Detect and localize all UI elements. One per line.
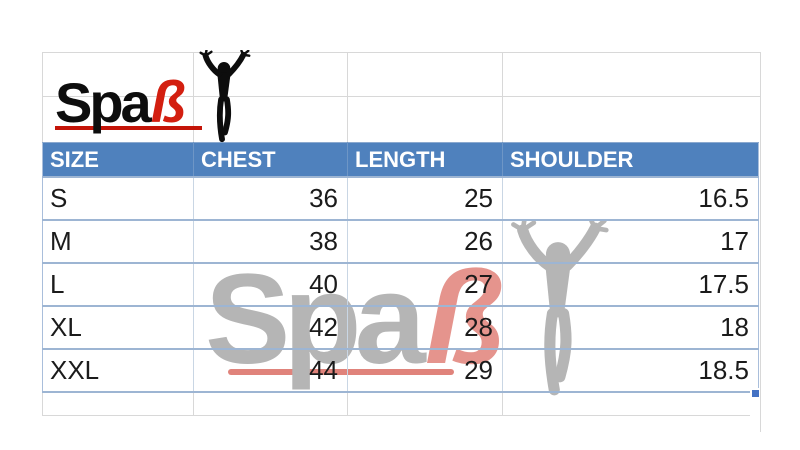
brand-logo: Spaß bbox=[55, 48, 265, 148]
cell-chest[interactable]: 42 bbox=[193, 306, 348, 350]
cell-chest[interactable]: 36 bbox=[193, 177, 348, 221]
cell-length[interactable]: 27 bbox=[347, 263, 503, 307]
logo-word-black: Spa bbox=[55, 71, 152, 134]
cell-size[interactable]: S bbox=[42, 177, 194, 221]
cell-length[interactable]: 28 bbox=[347, 306, 503, 350]
sheet-gridline bbox=[193, 52, 194, 142]
cell-size[interactable]: XL bbox=[42, 306, 194, 350]
cell-shoulder[interactable]: 16.5 bbox=[502, 177, 759, 221]
cell-size[interactable]: L bbox=[42, 263, 194, 307]
sheet-gridline bbox=[502, 52, 503, 142]
table-row: M 38 26 17 bbox=[42, 220, 759, 264]
cell-shoulder[interactable]: 18 bbox=[502, 306, 759, 350]
table-row: XXL 44 29 18.5 bbox=[42, 349, 759, 393]
cell-length[interactable]: 26 bbox=[347, 220, 503, 264]
cell-chest[interactable]: 38 bbox=[193, 220, 348, 264]
cell-size[interactable]: XXL bbox=[42, 349, 194, 393]
sheet-gridline bbox=[347, 393, 348, 415]
sheet-gridline bbox=[760, 52, 761, 432]
sheet-gridline bbox=[42, 393, 43, 415]
cell-length[interactable]: 25 bbox=[347, 177, 503, 221]
column-header-shoulder[interactable]: SHOULDER bbox=[502, 142, 759, 178]
sheet-gridline bbox=[42, 415, 750, 416]
cell-chest[interactable]: 44 bbox=[193, 349, 348, 393]
sheet-gridline bbox=[42, 96, 761, 97]
column-header-length[interactable]: LENGTH bbox=[347, 142, 503, 178]
logo-wordmark: Spaß bbox=[55, 71, 186, 134]
sheet-gridline bbox=[502, 393, 503, 415]
size-chart-table: SIZE CHEST LENGTH SHOULDER S 36 25 16.5 … bbox=[42, 142, 759, 393]
logo-word-red: ß bbox=[150, 70, 186, 135]
sheet-gridline bbox=[347, 52, 348, 142]
fill-handle[interactable] bbox=[750, 388, 759, 397]
cell-chest[interactable]: 40 bbox=[193, 263, 348, 307]
sheet-gridline bbox=[193, 393, 194, 415]
table-row: S 36 25 16.5 bbox=[42, 177, 759, 221]
cell-shoulder[interactable]: 17.5 bbox=[502, 263, 759, 307]
cell-length[interactable]: 29 bbox=[347, 349, 503, 393]
cell-shoulder[interactable]: 17 bbox=[502, 220, 759, 264]
sheet-gridline bbox=[42, 52, 761, 53]
cell-shoulder[interactable]: 18.5 bbox=[502, 349, 759, 393]
cell-size[interactable]: M bbox=[42, 220, 194, 264]
athlete-silhouette-icon bbox=[199, 50, 251, 143]
table-row: XL 42 28 18 bbox=[42, 306, 759, 350]
table-row: L 40 27 17.5 bbox=[42, 263, 759, 307]
sheet-gridline bbox=[42, 52, 43, 142]
logo-underline bbox=[55, 126, 202, 130]
column-header-size[interactable]: SIZE bbox=[42, 142, 194, 178]
header-row: SIZE CHEST LENGTH SHOULDER bbox=[42, 142, 759, 178]
column-header-chest[interactable]: CHEST bbox=[193, 142, 348, 178]
